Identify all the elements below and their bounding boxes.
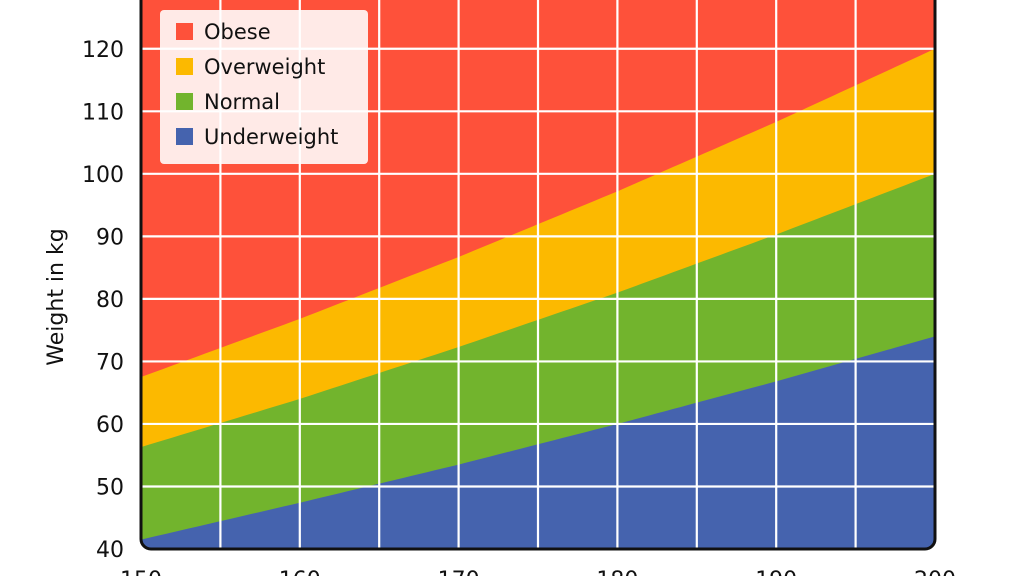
y-tick-label: 90 (96, 225, 124, 250)
legend-box (160, 10, 368, 164)
x-axis-ticks: 150 160 170 180 190 200 (120, 568, 956, 576)
y-axis-title: Weight in kg (44, 228, 69, 365)
legend-swatch (176, 93, 193, 110)
legend-label: Normal (204, 90, 280, 114)
legend-swatch (176, 128, 193, 145)
y-tick-label: 60 (96, 413, 124, 438)
x-tick-label: 200 (914, 568, 956, 576)
x-tick-label: 190 (755, 568, 797, 576)
x-tick-label: 180 (596, 568, 638, 576)
legend-label: Obese (204, 20, 271, 44)
y-tick-label: 70 (96, 350, 124, 375)
grid (141, 0, 935, 549)
y-tick-label: 80 (96, 288, 124, 313)
x-tick-label: 150 (120, 568, 162, 576)
area-underweight (141, 336, 935, 549)
y-tick-label: 50 (96, 475, 124, 500)
y-tick-label: 100 (82, 163, 124, 188)
legend: Obese Overweight Normal Underweight (160, 10, 368, 164)
legend-label: Overweight (204, 55, 325, 79)
x-tick-label: 160 (279, 568, 321, 576)
y-axis-ticks: 405060708090100110120130 (82, 0, 124, 563)
legend-label: Underweight (204, 125, 338, 149)
y-tick-label: 40 (96, 538, 124, 563)
x-tick-label: 170 (438, 568, 480, 576)
legend-swatch (176, 23, 193, 40)
y-tick-label: 120 (82, 38, 124, 63)
plot-frame (139, 0, 937, 551)
y-tick-label: 110 (82, 100, 124, 125)
legend-swatch (176, 58, 193, 75)
